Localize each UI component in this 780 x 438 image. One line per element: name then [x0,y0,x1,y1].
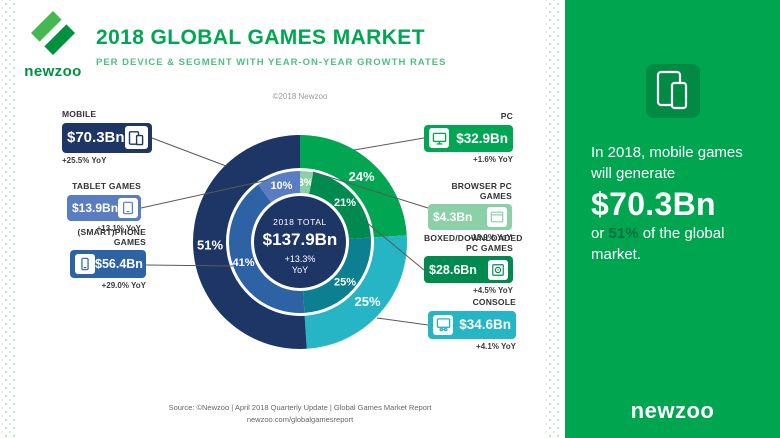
panel-share-line2: market. [591,246,642,263]
callout-title: MOBILE [62,109,97,119]
callout-tablet-games: TABLET GAMES $13.9Bn +13.1% YoY [67,181,141,233]
donut-segment-console [303,237,371,313]
page-title: 2018 GLOBAL GAMES MARKET [96,26,425,49]
newzoo-diamond-icon [30,10,76,60]
donut-percent-label: 21% [334,197,356,209]
callout-growth: +25.5% YoY [62,155,107,165]
callout-value: $70.3Bn [67,129,125,146]
donut-percent-label: 41% [233,257,255,269]
connector-line [353,137,425,151]
callout-pill: $56.4Bn [70,250,146,278]
donut-center-total: 2018 TOTAL $137.9Bn +13.3% YoY [252,217,348,275]
callout-value: $4.3Bn [433,210,473,224]
callout-value: $28.6Bn [429,262,477,277]
page-subtitle: PER DEVICE & SEGMENT WITH YEAR-ON-YEAR G… [96,57,447,68]
connector-line [151,137,227,167]
callout-mobile: MOBILE $70.3Bn +25.5% YoY [62,109,152,165]
total-growth: +13.3% [284,254,316,264]
connector-line [376,317,429,326]
callout-title: CONSOLE [472,297,516,307]
console-icon [433,314,453,335]
connector-line [140,179,269,209]
donut-segment-boxed-downloaded-pc-games [309,172,371,239]
mobile-devices-icon [645,64,700,118]
total-label: 2018 TOTAL [273,217,327,227]
highlight-panel: In 2018, mobile games will generate $70.… [565,0,780,438]
panel-intro-line1: In 2018, mobile games [591,144,743,161]
panel-value: $70.3Bn [591,186,716,222]
title-block: 2018 GLOBAL GAMES MARKET PER DEVICE & SE… [96,26,446,68]
panel-intro-line2: will generate [591,165,676,182]
browser-icon [487,207,507,227]
callout-growth: +4.5% YoY [473,286,513,295]
donut-percent-label: 25% [354,294,380,309]
callout-pc: PC $32.9Bn +1.6% YoY [424,111,513,164]
total-value: $137.9Bn [262,230,338,249]
callout-title: PC [500,111,513,121]
callout-boxed-downloaded-pc-games: BOXED/DOWNLOADED PC GAMES $28.6Bn +4.5% … [424,233,523,295]
callout-value: $56.4Bn [95,257,143,271]
callout-pill: $34.6Bn [428,310,516,339]
source-url: newzoo.com/globalgamesreport [246,415,354,424]
donut-segment-console [304,235,407,349]
callout-browser-pc-games: BROWSER PC GAMES $4.3Bn -13.9% YoY [428,181,512,242]
callout-growth: +29.0% YoY [101,281,146,290]
connector-line [365,221,425,271]
dot-pattern-divider [546,0,561,438]
callout-title: (SMART)PHONE GAMES [77,227,146,247]
callout-pill: $70.3Bn [62,122,152,153]
mobile-devices-icon [124,126,148,149]
donut-percent-label: 10% [270,180,292,192]
callout-pill: $28.6Bn [424,256,513,283]
callout-pill: $32.9Bn [424,124,513,152]
connector-line [312,171,429,209]
donut-segment-tablet-games [258,171,300,203]
panel-text: In 2018, mobile games will generate $70.… [591,142,754,265]
donut-segment-pc [300,135,407,238]
tablet-icon [118,197,139,218]
panel-share-suffix: of the global [638,225,725,242]
newzoo-logo: newzoo [24,10,82,80]
callout-growth: -13.9% YoY [469,233,512,242]
callout-smartphone-games: (SMART)PHONE GAMES $56.4Bn +29.0% YoY [70,227,146,290]
boxed-download-icon [488,259,508,280]
callout-value: $32.9Bn [456,130,508,146]
panel-share-prefix: or [591,225,609,242]
source-note: Source: ©Newzoo | April 2018 Quarterly U… [10,402,590,426]
smartphone-icon [75,254,95,274]
donut-segment--smart-phone-games [228,184,305,313]
panel-share-percent: 51% [608,225,639,242]
callout-value: $34.6Bn [459,317,511,332]
donut-segment-mobile [192,135,307,349]
logo-wordmark: newzoo [24,63,82,80]
dot-pattern-left [2,0,17,438]
callout-console: CONSOLE $34.6Bn +4.1% YoY [428,297,516,351]
donut-chart: 24% 25% 51% 3% 21% 25% 41% 10% [140,135,429,349]
copyright-note: ©2018 Newzoo [272,92,328,101]
donut-segment-browser-pc-games [300,171,314,194]
callout-value: $13.9Bn [72,200,119,215]
callout-title: BROWSER PC GAMES [451,181,512,201]
callout-pill: $13.9Bn [67,194,141,221]
desktop-icon [429,128,449,148]
donut-percent-label: 51% [197,237,223,252]
panel-logo-wordmark: newzoo [630,398,715,423]
callout-growth: +13.1% YoY [96,223,141,233]
donut-percent-label: 25% [334,277,356,289]
source-line: Source: ©Newzoo | April 2018 Quarterly U… [168,403,432,412]
callout-title: TABLET GAMES [72,181,141,191]
donut-percent-label: 24% [349,169,375,184]
connector-line [145,264,234,267]
callout-growth: +4.1% YoY [476,341,516,351]
donut-center-circle [254,196,346,288]
total-growth-suffix: YoY [291,265,309,275]
panel-share-line: or 51% of the global [591,223,754,244]
donut-percent-label: 3% [298,177,314,189]
callout-title: BOXED/DOWNLOADED PC GAMES [424,233,523,253]
callout-growth: +1.6% YoY [473,154,513,164]
connector-lines [140,137,429,326]
callout-pill: $4.3Bn [428,204,512,230]
